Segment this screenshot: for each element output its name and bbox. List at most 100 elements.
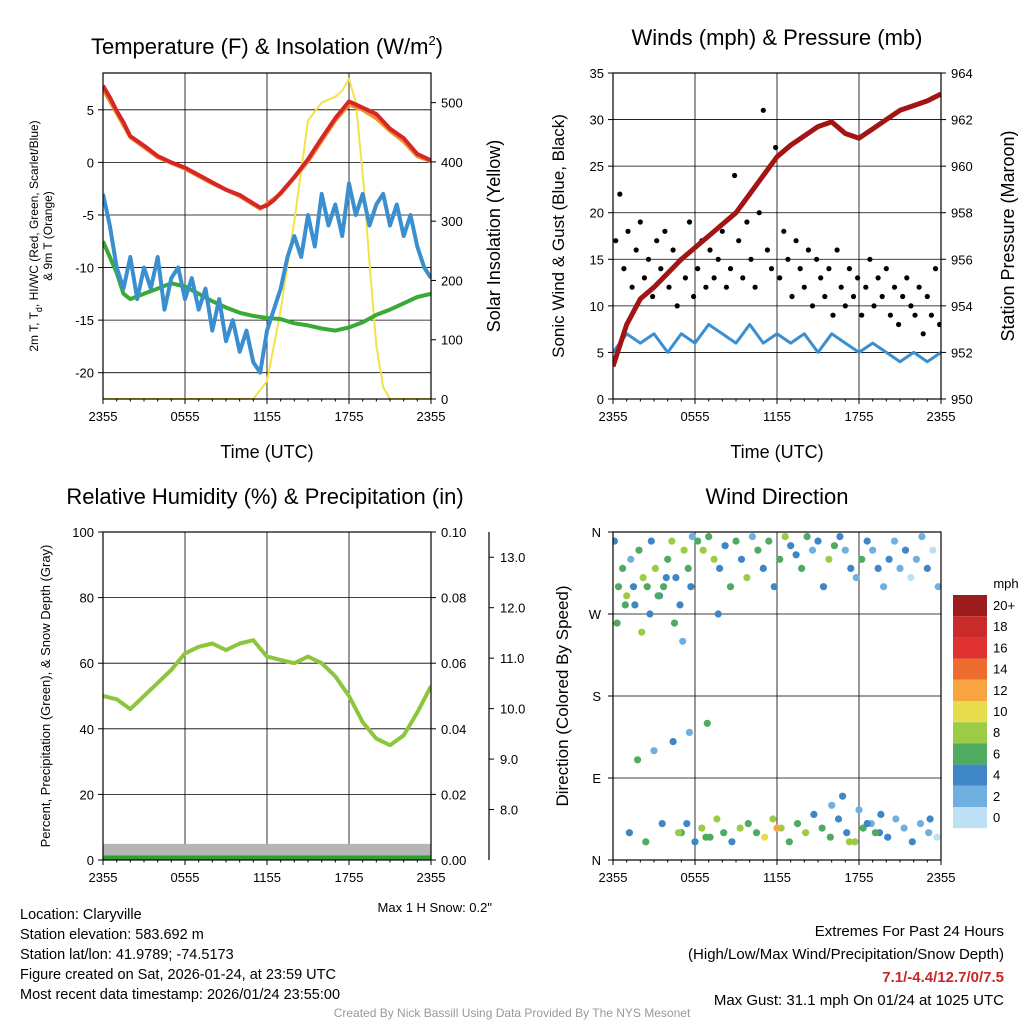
wind-direction-point [687,583,695,591]
wind-direction-point [726,583,735,591]
wind-direction-point [785,838,793,846]
gust-point [920,331,926,337]
latlon-text: Station lat/lon: 41.9789; -74.5173 [20,947,234,963]
wind-direction-point [691,838,699,846]
y-right-tick-label: 0.02 [441,787,466,802]
snow-axis-tick-label: 13.0 [500,550,525,565]
legend-label: 14 [993,662,1007,677]
ylabel-part: 2m T, T [27,311,41,351]
gust-point [764,247,771,253]
legend-swatch [953,764,987,786]
gust-point [785,256,791,262]
wind-direction-point [650,747,658,755]
wind-direction-point [660,583,668,591]
legend-swatch [953,616,987,638]
panel1-title-sup: 2 [428,33,435,48]
wind-direction-point [732,537,740,545]
gust-point [822,293,828,300]
wind-direction-point [839,792,847,800]
x-tick-label: 0555 [681,870,710,885]
gust-point [846,266,853,272]
wind-direction-point [890,537,899,545]
wind-direction-point [631,601,639,609]
created-text: Figure created on Sat, 2026-01-24, at 23… [20,967,336,983]
x-tick-label: 1755 [845,409,874,424]
direction-tick-label: N [592,525,601,540]
panel3-y-axis-label: Percent, Precipitation (Green), & Snow D… [38,545,53,848]
wind-direction-point [634,756,642,764]
x-tick-label: 2355 [417,409,446,424]
y-tick-label: 20 [590,206,604,221]
wind-direction-point [933,833,941,841]
gust-point [748,256,754,262]
gust-point [682,275,689,281]
gust-point [740,275,746,281]
extremes-panel: Extremes For Past 24 Hours (High/Low/Max… [688,920,1004,1012]
x-tick-label: 2355 [89,409,118,424]
y-tick-label: 80 [80,591,94,606]
snow-axis-tick-label: 11.0 [500,651,524,666]
y-tick-label: 10 [590,299,604,314]
legend-label: 18 [993,619,1007,634]
x-tick-label: 2355 [599,870,628,885]
wind-direction-point [669,738,677,746]
recent-data-text: Most recent data timestamp: 2026/01/24 2… [20,987,341,1003]
panel2-y-right-label: Station Pressure (Maroon) [998,130,1018,341]
wind-direction-point [679,637,687,645]
wind-direction-point [769,815,777,823]
series-windchill-line [103,181,431,375]
gust-point [912,312,918,318]
station-pressure-line [613,91,941,368]
gust-point [645,256,652,262]
gust-point [732,172,738,179]
wind-direction-point [614,583,623,591]
wind-direction-point [836,533,844,541]
wind-direction-point [810,810,818,819]
gust-point [621,266,627,272]
gust-point [752,284,758,290]
x-tick-label: 2355 [599,409,628,424]
wind-direction-point [793,820,802,828]
wind-direction-point [748,533,757,541]
gust-point [650,293,656,300]
y-right-tick-label: 956 [951,252,973,267]
wind-direction-point [845,838,854,846]
wind-direction-point [929,546,937,554]
y-tick-label: 5 [87,103,94,118]
y-tick-label: -15 [75,313,94,328]
legend-swatch [953,743,987,765]
legend-swatch [953,722,987,744]
wind-direction-point [770,583,778,591]
wind-direction-point [773,824,781,832]
panel4-y-axis-label: Direction (Colored By Speed) [553,585,572,806]
x-tick-label: 1755 [845,870,874,885]
wind-direction-point [716,564,724,573]
y-right-tick-label: 0.10 [441,525,466,540]
legend-label: 0 [993,810,1000,825]
gust-point [789,293,795,300]
gust-point [908,303,914,309]
location-text: Location: Claryville [20,907,142,923]
wind-direction-point [869,546,877,554]
gust-point [838,284,844,290]
panel1-x-axis-label: Time (UTC) [220,442,313,462]
wind-direction-point [916,820,925,828]
wind-direction-point [683,820,691,828]
gust-point [809,303,816,309]
y-tick-label: 0 [597,392,604,407]
wind-direction-point [639,574,647,582]
wind-direction-point [858,555,866,563]
snow-axis-tick-label: 9.0 [500,752,518,767]
y-tick-label: -5 [82,208,94,223]
gust-point [777,275,783,281]
gust-point [900,293,906,300]
y-tick-label: 100 [72,525,94,540]
gust-point [875,275,881,281]
x-tick-label: 2355 [927,870,956,885]
extremes-title: Extremes For Past 24 Hours [814,923,1004,940]
gust-point [801,284,807,290]
wind-direction-point [621,601,629,609]
wind-direction-point [714,610,722,618]
gust-point [932,266,939,272]
x-tick-label: 1155 [763,870,791,885]
